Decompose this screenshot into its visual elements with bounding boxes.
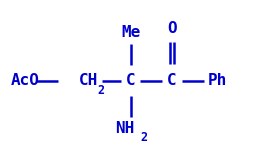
Text: AcO: AcO xyxy=(11,73,40,88)
Text: 2: 2 xyxy=(98,84,105,97)
Text: NH: NH xyxy=(116,121,135,136)
Text: 2: 2 xyxy=(140,131,147,144)
Text: C: C xyxy=(167,73,177,88)
Text: C: C xyxy=(126,73,135,88)
Text: O: O xyxy=(167,21,177,37)
Text: CH: CH xyxy=(78,73,98,88)
Text: Ph: Ph xyxy=(208,73,227,88)
Text: Me: Me xyxy=(121,25,140,40)
